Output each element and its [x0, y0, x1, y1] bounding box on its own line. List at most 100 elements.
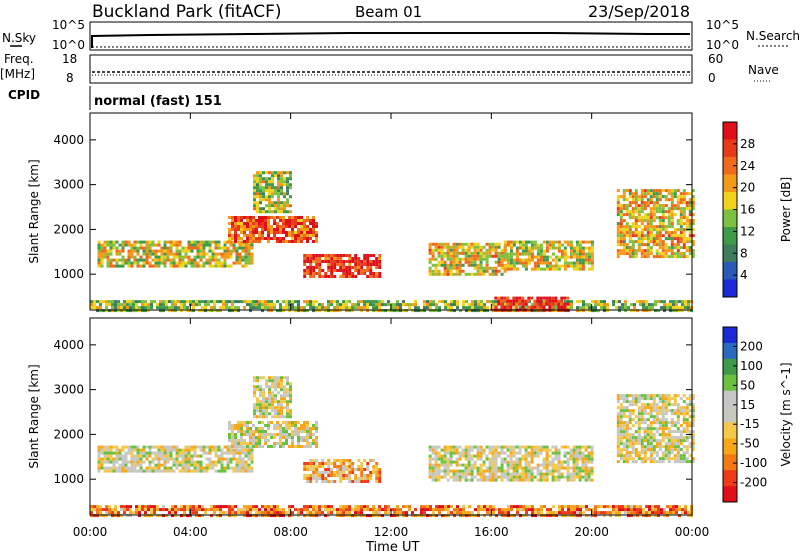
echo-cell: [255, 222, 258, 225]
echo-cell: [191, 247, 194, 250]
echo-cell: [626, 445, 629, 448]
echo-cell: [483, 464, 486, 467]
echo-cell: [333, 474, 336, 477]
echo-cell: [635, 216, 638, 219]
echo-cell: [282, 300, 285, 303]
echo-cell: [570, 244, 573, 247]
echo-cell: [230, 265, 233, 268]
echo-cell: [165, 508, 168, 511]
echo-cell: [650, 451, 653, 454]
echo-cell: [339, 275, 342, 278]
echo-cell: [555, 247, 558, 250]
echo-cell: [262, 388, 265, 391]
echo-cell: [653, 207, 656, 210]
echo-cell: [339, 508, 342, 511]
echo-cell: [125, 470, 128, 473]
echo-cell: [591, 247, 594, 250]
echo-cell: [185, 253, 188, 256]
echo-cell: [268, 183, 271, 186]
echo-cell: [315, 266, 318, 269]
echo-cell: [647, 234, 650, 237]
echo-cell: [576, 461, 579, 464]
echo-cell: [471, 464, 474, 467]
echo-cell: [558, 511, 561, 514]
echo-cell: [552, 458, 555, 461]
echo-cell: [315, 427, 318, 430]
echo-cell: [477, 303, 480, 306]
echo-cell: [450, 455, 453, 458]
echo-cell: [456, 464, 459, 467]
echo-cell: [119, 470, 122, 473]
echo-cell: [336, 474, 339, 477]
echo-cell: [588, 446, 591, 449]
echo-cell: [591, 452, 594, 455]
echo-cell: [539, 303, 542, 306]
echo-cell: [262, 180, 265, 183]
echo-cell: [264, 439, 267, 442]
echo-cell: [237, 430, 240, 433]
echo-cell: [233, 452, 236, 455]
echo-cell: [641, 216, 644, 219]
echo-cell: [321, 511, 324, 514]
echo-cell: [549, 262, 552, 265]
echo-cell: [276, 231, 279, 234]
echo-cell: [252, 300, 255, 303]
echo-cell: [447, 252, 450, 255]
echo-cell: [674, 400, 677, 403]
echo-cell: [164, 253, 167, 256]
echo-cell: [662, 249, 665, 252]
echo-cell: [663, 300, 666, 303]
echo-cell: [576, 449, 579, 452]
echo-cell: [312, 219, 315, 222]
echo-cell: [354, 275, 357, 278]
echo-cell: [279, 219, 282, 222]
echo-cell: [621, 505, 624, 508]
echo-cell: [161, 256, 164, 259]
echo-cell: [620, 243, 623, 246]
echo-cell: [246, 445, 249, 448]
echo-cell: [564, 461, 567, 464]
echo-cell: [366, 474, 369, 477]
echo-cell: [677, 246, 680, 249]
echo-cell: [527, 306, 530, 309]
echo-cell: [432, 264, 435, 267]
echo-cell: [504, 244, 507, 247]
echo-cell: [681, 306, 684, 309]
echo-cell: [378, 303, 381, 306]
echo-cell: [402, 505, 405, 508]
echo-cell: [456, 264, 459, 267]
echo-cell: [274, 385, 277, 388]
echo-cell: [194, 244, 197, 247]
echo-cell: [225, 300, 228, 303]
echo-cell: [515, 306, 518, 309]
echo-cell: [140, 464, 143, 467]
echo-cell: [531, 455, 534, 458]
echo-cell: [321, 275, 324, 278]
echo-cell: [271, 210, 274, 213]
echo-cell: [396, 300, 399, 303]
echo-cell: [620, 430, 623, 433]
echo-cell: [429, 446, 432, 449]
echo-cell: [447, 449, 450, 452]
echo-cell: [432, 511, 435, 514]
echo-cell: [354, 257, 357, 260]
echo-cell: [188, 446, 191, 449]
echo-cell: [104, 446, 107, 449]
echo-cell: [629, 240, 632, 243]
echo-cell: [483, 461, 486, 464]
echo-cell: [339, 269, 342, 272]
echo-cell: [662, 207, 665, 210]
echo-cell: [662, 189, 665, 192]
echo-cell: [161, 464, 164, 467]
echo-cell: [639, 508, 642, 511]
echo-cell: [546, 244, 549, 247]
echo-cell: [624, 508, 627, 511]
echo-cell: [280, 400, 283, 403]
echo-cell: [312, 216, 315, 219]
echo-cell: [651, 511, 654, 514]
echo-cell: [330, 300, 333, 303]
echo-cell: [143, 470, 146, 473]
echo-cell: [143, 446, 146, 449]
echo-cell: [182, 458, 185, 461]
echo-cell: [641, 201, 644, 204]
